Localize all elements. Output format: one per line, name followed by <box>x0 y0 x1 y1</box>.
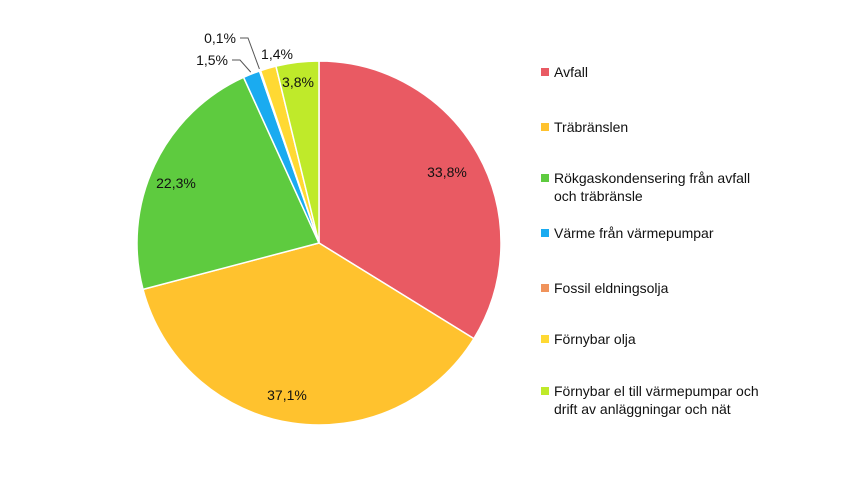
data-label-0: 33,8% <box>427 164 467 180</box>
pie-slice-2 <box>136 76 321 291</box>
data-label-1: 37,1% <box>267 387 307 403</box>
data-label-6: 3,8% <box>282 74 314 90</box>
legend-item-3: Värme från värmepumpar <box>541 224 781 242</box>
legend-label: Rökgaskondensering från avfall och träbr… <box>554 170 751 204</box>
legend-label: Träbränslen <box>554 119 629 135</box>
legend-item-6: Förnybar el till värmepumpar och drift a… <box>541 382 781 418</box>
legend-item-1: Träbränslen <box>541 118 781 136</box>
legend-label: Förnybar el till värmepumpar och drift a… <box>554 383 759 417</box>
data-label-3: 1,5% <box>196 52 228 68</box>
legend-label: Fossil eldningsolja <box>554 280 669 296</box>
pie-slice-0 <box>318 60 502 340</box>
data-label-5: 1,4% <box>261 46 293 62</box>
legend-item-4: Fossil eldningsolja <box>541 279 781 297</box>
legend-swatch <box>541 229 549 237</box>
leader-line-4 <box>240 37 260 70</box>
legend-label: Värme från värmepumpar <box>554 225 714 241</box>
leader-line-3 <box>232 59 252 73</box>
legend-item-5: Förnybar olja <box>541 330 781 348</box>
legend-swatch <box>541 335 549 343</box>
legend-item-0: Avfall <box>541 63 781 81</box>
legend-swatch <box>541 68 549 76</box>
legend-swatch <box>541 387 549 395</box>
legend-label: Förnybar olja <box>554 331 636 347</box>
legend-label: Avfall <box>554 64 588 80</box>
legend-swatch <box>541 284 549 292</box>
pie-slice-6 <box>275 60 320 244</box>
legend-item-2: Rökgaskondensering från avfall och träbr… <box>541 169 781 205</box>
data-label-2: 22,3% <box>156 175 196 191</box>
data-label-4: 0,1% <box>204 30 236 46</box>
legend-swatch <box>541 174 549 182</box>
legend-swatch <box>541 123 549 131</box>
pie-slice-1 <box>142 242 475 426</box>
